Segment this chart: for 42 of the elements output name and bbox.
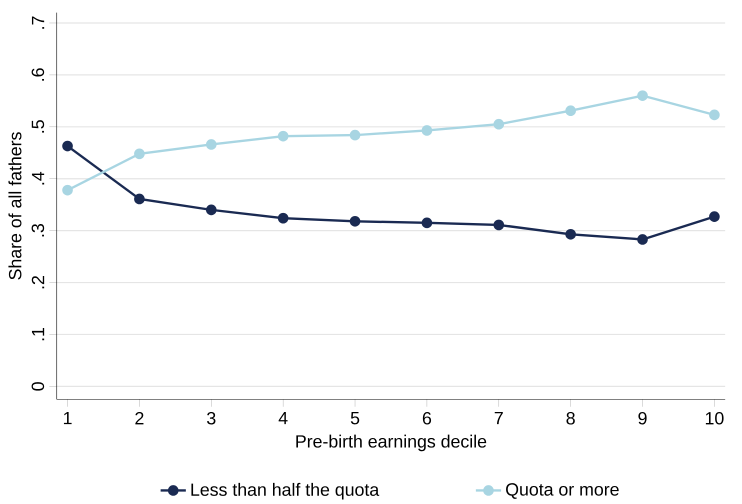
y-tick-label: 0 [32, 382, 44, 391]
y-tick-label: .7 [32, 16, 44, 29]
x-axis-title: Pre-birth earnings decile [296, 434, 486, 452]
point [62, 184, 73, 196]
x-tick-label: 1 [64, 412, 72, 424]
point [278, 212, 288, 224]
y-tick-label: .2 [32, 276, 44, 288]
point [637, 234, 648, 245]
x-tick-label: 2 [135, 412, 144, 424]
point [350, 216, 360, 227]
y-tick-label: .3 [32, 224, 44, 236]
x-tick-label: 3 [207, 412, 216, 425]
point [709, 110, 720, 120]
point [565, 229, 576, 240]
point [422, 218, 432, 228]
point [350, 130, 360, 140]
y-tick-label: .4 [32, 172, 44, 185]
point [422, 125, 432, 136]
point [565, 105, 576, 116]
y-tick-label: .5 [32, 120, 44, 133]
x-tick-label: 5 [350, 412, 360, 424]
x-tick-label: 8 [566, 412, 575, 425]
point [493, 118, 504, 130]
x-tick-label: 10 [706, 412, 724, 425]
x-tick-label: 7 [494, 412, 503, 424]
x-tick-label: 4 [278, 412, 288, 424]
point [62, 140, 73, 152]
point [709, 211, 720, 222]
x-tick-label: 6 [422, 412, 432, 425]
point [206, 139, 217, 150]
legend-label: Quota or more [506, 483, 619, 499]
point [134, 194, 145, 204]
point [278, 130, 288, 142]
point [637, 90, 648, 102]
point [206, 204, 217, 216]
point [493, 220, 504, 230]
y-axis-title: Share of all fathers [8, 132, 22, 280]
y-tick-label: .1 [32, 328, 44, 340]
legend-label: Less than half the quota [191, 482, 380, 500]
x-tick-label: 9 [638, 412, 647, 425]
y-tick-label: .6 [32, 68, 44, 81]
point [134, 148, 145, 160]
